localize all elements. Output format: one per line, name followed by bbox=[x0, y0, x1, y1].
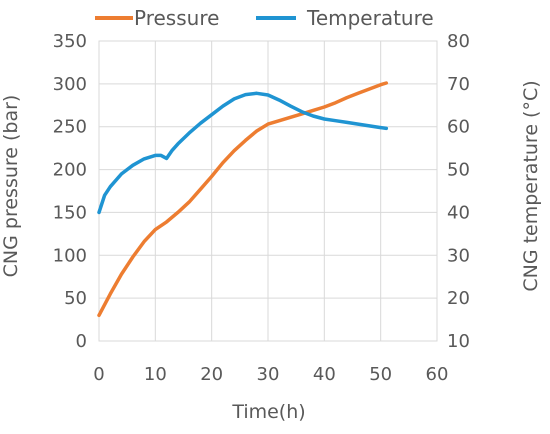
left-tick-label: 50 bbox=[64, 288, 87, 309]
right-axis-ticks: 10 20 30 40 50 60 70 80 bbox=[447, 31, 470, 352]
x-axis-ticks: 0 10 20 30 40 50 60 bbox=[93, 364, 448, 385]
plot-border bbox=[98, 40, 438, 342]
left-tick-label: 250 bbox=[53, 117, 87, 138]
plot-area bbox=[98, 40, 438, 342]
left-tick-label: 150 bbox=[53, 202, 87, 223]
series-layer bbox=[97, 81, 389, 318]
left-axis-ticks: 0 50 100 150 200 250 300 350 bbox=[53, 31, 87, 352]
x-tick-label: 60 bbox=[426, 364, 449, 385]
left-tick-label: 100 bbox=[53, 245, 87, 266]
series-line-pressure bbox=[97, 81, 389, 318]
left-tick-label: 350 bbox=[53, 31, 87, 52]
left-tick-label: 300 bbox=[53, 74, 87, 95]
x-tick-label: 20 bbox=[200, 364, 223, 385]
right-tick-label: 80 bbox=[447, 31, 470, 52]
right-tick-label: 60 bbox=[447, 117, 470, 138]
left-axis-title: CNG pressure (bar) bbox=[0, 95, 22, 278]
x-axis-title: Time(h) bbox=[231, 401, 305, 423]
x-tick-label: 10 bbox=[144, 364, 167, 385]
right-tick-label: 50 bbox=[447, 160, 470, 181]
left-tick-label: 0 bbox=[76, 331, 87, 352]
x-tick-label: 0 bbox=[93, 364, 104, 385]
legend-label-temperature: Temperature bbox=[306, 6, 434, 30]
right-tick-label: 40 bbox=[447, 202, 470, 223]
right-tick-label: 70 bbox=[447, 74, 470, 95]
x-tick-label: 40 bbox=[313, 364, 336, 385]
series-line-temperature bbox=[97, 91, 389, 215]
gridlines bbox=[98, 40, 438, 342]
legend-label-pressure: Pressure bbox=[134, 6, 219, 30]
legend: Pressure Temperature bbox=[95, 6, 434, 30]
right-tick-label: 20 bbox=[447, 288, 470, 309]
right-axis-title: CNG temperature (°C) bbox=[520, 80, 542, 291]
left-tick-label: 200 bbox=[53, 160, 87, 181]
right-tick-label: 10 bbox=[447, 331, 470, 352]
x-tick-label: 50 bbox=[369, 364, 392, 385]
right-tick-label: 30 bbox=[447, 245, 470, 266]
x-tick-label: 30 bbox=[257, 364, 280, 385]
